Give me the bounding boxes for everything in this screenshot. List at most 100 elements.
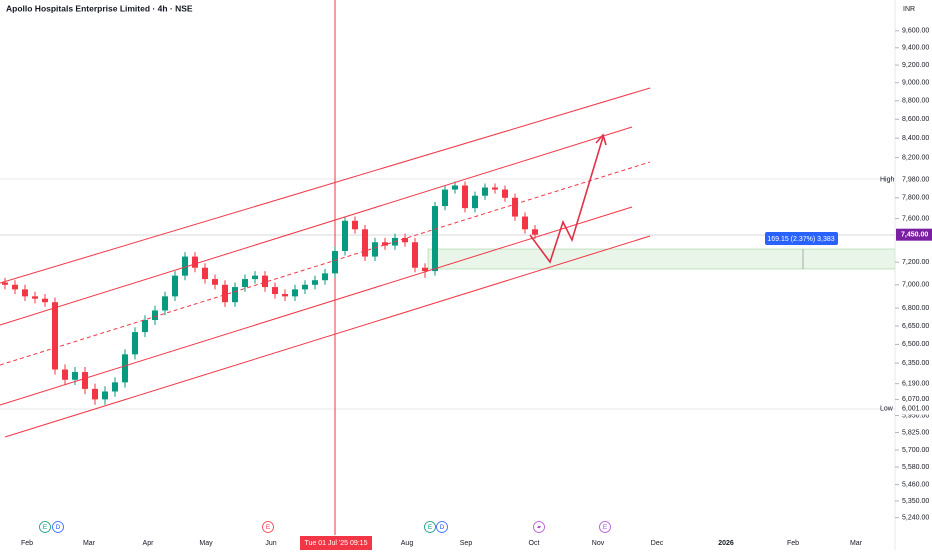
y-tick-label: 7,000.00 (902, 282, 929, 289)
candle-body (402, 237, 408, 243)
y-tick-label: 5,460.00 (902, 481, 929, 488)
channel-line (4, 235, 651, 438)
candle-body (452, 185, 458, 190)
y-tick-label: 9,600.00 (902, 28, 929, 35)
candle-body (482, 187, 488, 196)
event-icon (424, 521, 436, 533)
candle-body (422, 267, 428, 272)
candle-body (532, 229, 538, 235)
x-tick-label: Dec (651, 540, 664, 547)
candle-body (432, 206, 438, 272)
candle-body (62, 369, 68, 380)
y-tick-label: 9,200.00 (902, 62, 929, 69)
measure-box (427, 248, 896, 270)
x-tick-label: Mar (850, 540, 863, 547)
price-marker-value: 6,001.00 (902, 405, 929, 412)
candle-body (492, 187, 498, 190)
y-tick-label: 5,700.00 (902, 447, 929, 454)
chart-title: Apollo Hospitals Enterprise Limited · 4h… (6, 3, 193, 13)
candle-body (522, 216, 528, 230)
x-tick-label: May (199, 540, 213, 547)
currency-label: INR (903, 6, 915, 13)
candle-body (292, 289, 298, 297)
y-tick-label: 8,600.00 (902, 116, 929, 123)
event-label: E (43, 524, 48, 531)
candle-body (332, 251, 338, 274)
event-icon (52, 521, 64, 533)
candle-body (322, 273, 328, 281)
crosshair-label: Tue 01 Jul '25 09:15 (305, 540, 368, 547)
y-tick-label: 6,500.00 (902, 341, 929, 348)
candle-body (42, 298, 48, 303)
candle-body (512, 197, 518, 217)
candle-body (502, 189, 508, 198)
candle-body (262, 275, 268, 288)
candle-body (372, 242, 378, 257)
channel-median (0, 161, 651, 366)
candle-body (222, 284, 228, 303)
x-tick-label: Oct (529, 540, 540, 547)
projection-path (529, 136, 604, 264)
measure-label-box (765, 232, 838, 245)
y-tick-label: 7,800.00 (902, 195, 929, 202)
price-marker-box (897, 173, 931, 186)
candle-body (242, 279, 248, 288)
projection-arrowhead (595, 133, 607, 146)
channel-line (0, 126, 633, 326)
x-tick-label: Aug (401, 540, 414, 547)
channel (0, 87, 651, 438)
event-icon (599, 521, 611, 533)
candle-body (202, 267, 208, 280)
event-label: E (603, 524, 608, 531)
candle-body (82, 372, 88, 389)
candle-body (112, 382, 118, 392)
event-icon (436, 521, 448, 533)
candle-body (102, 391, 108, 400)
candle-body (122, 354, 128, 383)
candle-body (382, 242, 388, 246)
event-label: D (56, 524, 61, 531)
event-icon (39, 521, 51, 533)
price-marker-name: Low (880, 405, 894, 412)
candle-body (172, 275, 178, 297)
y-tick-label: 9,000.00 (902, 80, 929, 87)
y-tick-label: 8,800.00 (902, 98, 929, 105)
y-tick-label: 8,200.00 (902, 154, 929, 161)
price-axis: 9,600.00 9,400.00 9,200.00 9,000.00 8,800.00… (880, 28, 932, 521)
candle-body (302, 284, 308, 290)
price-marker-value: 7,980.00 (902, 176, 929, 183)
candle-body (192, 256, 198, 268)
y-tick-label: 6,800.00 (902, 305, 929, 312)
candle-body (412, 242, 418, 268)
y-tick-label: 8,400.00 (902, 135, 929, 142)
channel-line (0, 206, 633, 406)
dividend-bolt (537, 523, 541, 531)
candle-body (342, 220, 348, 252)
candle-body (362, 229, 368, 257)
candle-body (162, 296, 168, 311)
y-tick-label: 6,350.00 (902, 360, 929, 367)
measure-label: 169.15 (2.37%) 3,383 (767, 236, 834, 243)
y-tick-label: 5,950.00 (902, 412, 929, 419)
candle-body (12, 284, 18, 290)
x-tick-label: Jun (265, 540, 276, 547)
candle-body (272, 287, 278, 295)
y-tick-label: 7,600.00 (902, 215, 929, 222)
event-label: E (428, 524, 433, 531)
candle-body (282, 294, 288, 297)
y-tick-label: 9,400.00 (902, 45, 929, 52)
x-tick-label: Sep (460, 540, 473, 547)
candle-body (252, 275, 258, 280)
y-tick-label: 7,200.00 (902, 259, 929, 266)
candle-body (132, 332, 138, 355)
price-marker-box (897, 402, 931, 415)
x-tick-label: Feb (21, 540, 33, 547)
event-label: E (266, 524, 271, 531)
candle-body (142, 319, 148, 333)
y-tick-label: 5,825.00 (902, 429, 929, 436)
x-tick-label: Mar (83, 540, 96, 547)
candle-body (352, 220, 358, 230)
candle-body (152, 310, 158, 320)
channel-line (0, 87, 651, 284)
